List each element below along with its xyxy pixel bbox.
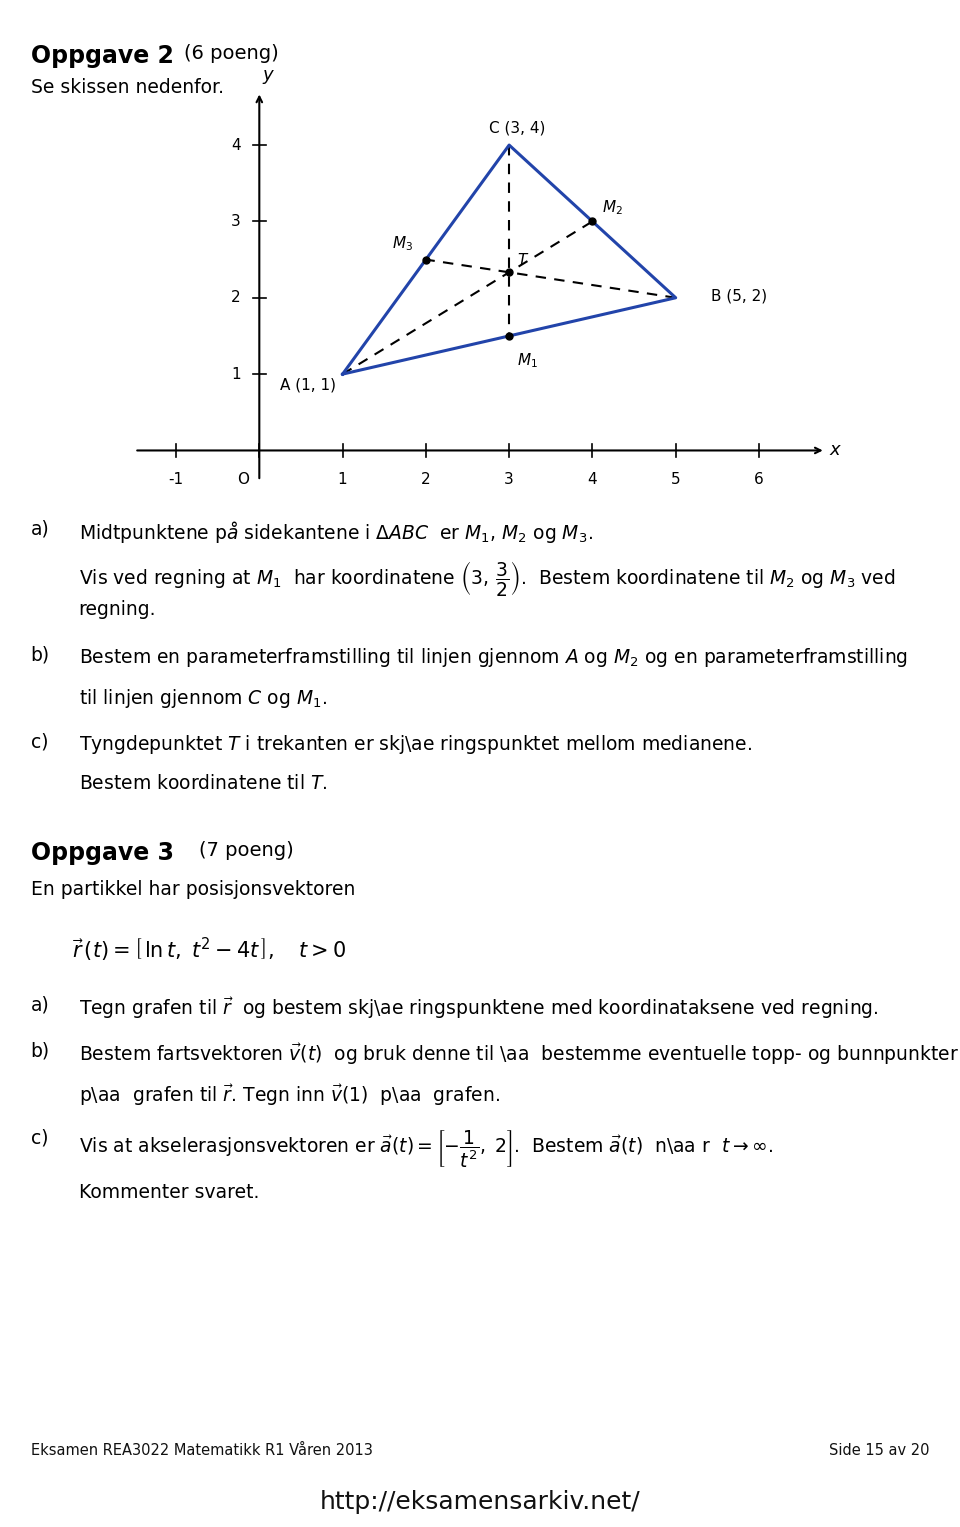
Text: Eksamen REA3022 Matematikk R1 Våren 2013: Eksamen REA3022 Matematikk R1 Våren 2013 (31, 1443, 372, 1458)
Text: 2: 2 (231, 290, 241, 305)
Text: x: x (829, 441, 840, 460)
Text: B (5, 2): B (5, 2) (710, 289, 767, 304)
Text: Bestem koordinatene til $T$.: Bestem koordinatene til $T$. (79, 774, 327, 793)
Text: Vis at akselerasjonsvektoren er $\vec{a}(t) = \left[-\dfrac{1}{t^2},\; 2\right]$: Vis at akselerasjonsvektoren er $\vec{a}… (79, 1128, 773, 1170)
Text: (6 poeng): (6 poeng) (184, 44, 279, 63)
Text: $M_1$: $M_1$ (517, 351, 539, 370)
Text: p\aa  grafen til $\vec{r}$. Tegn inn $\vec{v}(1)$  p\aa  grafen.: p\aa grafen til $\vec{r}$. Tegn inn $\ve… (79, 1083, 499, 1107)
Text: 3: 3 (231, 214, 241, 229)
Text: Bestem en parameterframstilling til linjen gjennom $A$ og $M_2$ og en parameterf: Bestem en parameterframstilling til linj… (79, 646, 908, 669)
Text: 5: 5 (671, 472, 681, 487)
Text: En partikkel har posisjonsvektoren: En partikkel har posisjonsvektoren (31, 880, 355, 898)
Text: c): c) (31, 733, 48, 751)
Text: 6: 6 (755, 472, 764, 487)
Text: Tyngdepunktet $T$ i trekanten er skj\ae ringspunktet mellom medianene.: Tyngdepunktet $T$ i trekanten er skj\ae … (79, 733, 752, 756)
Text: Side 15 av 20: Side 15 av 20 (828, 1443, 929, 1458)
Text: http://eksamensarkiv.net/: http://eksamensarkiv.net/ (320, 1490, 640, 1515)
Text: (7 poeng): (7 poeng) (199, 841, 294, 860)
Text: 3: 3 (504, 472, 514, 487)
Text: a): a) (31, 996, 50, 1014)
Text: c): c) (31, 1128, 48, 1147)
Text: O: O (237, 472, 250, 487)
Text: Kommenter svaret.: Kommenter svaret. (79, 1183, 259, 1202)
Text: Oppgave 3: Oppgave 3 (31, 841, 174, 866)
Text: a): a) (31, 519, 50, 538)
Text: Vis ved regning at $M_1$  har koordinatene $\left(3,\,\dfrac{3}{2}\right)$.  Bes: Vis ved regning at $M_1$ har koordinaten… (79, 559, 896, 599)
Text: 2: 2 (421, 472, 431, 487)
Text: Tegn grafen til $\vec{r}$  og bestem skj\ae ringspunktene med koordinataksene ve: Tegn grafen til $\vec{r}$ og bestem skj\… (79, 996, 878, 1020)
Text: $\vec{r}\,(t) = \left[\,\ln t,\; t^2 - 4t\,\right], \quad t > 0$: $\vec{r}\,(t) = \left[\,\ln t,\; t^2 - 4… (72, 936, 347, 964)
Text: C (3, 4): C (3, 4) (490, 121, 545, 134)
Text: $M_2$: $M_2$ (603, 199, 623, 217)
Text: 4: 4 (588, 472, 597, 487)
Text: T: T (517, 253, 527, 267)
Text: 1: 1 (338, 472, 348, 487)
Text: b): b) (31, 646, 50, 664)
Text: -1: -1 (168, 472, 183, 487)
Text: Bestem fartsvektoren $\vec{v}(t)$  og bruk denne til \aa  bestemme eventuelle to: Bestem fartsvektoren $\vec{v}(t)$ og bru… (79, 1041, 959, 1066)
Text: b): b) (31, 1041, 50, 1060)
Text: Midtpunktene p$\aa$ sidekantene i $\Delta ABC$  er $M_1$, $M_2$ og $M_3$.: Midtpunktene p$\aa$ sidekantene i $\Delt… (79, 519, 592, 545)
Text: y: y (262, 66, 273, 84)
Text: 4: 4 (231, 137, 241, 153)
Text: til linjen gjennom $C$ og $M_1$.: til linjen gjennom $C$ og $M_1$. (79, 687, 326, 710)
Text: 1: 1 (231, 366, 241, 382)
Text: regning.: regning. (79, 600, 156, 618)
Text: Se skissen nedenfor.: Se skissen nedenfor. (31, 78, 224, 96)
Text: $M_3$: $M_3$ (393, 235, 414, 253)
Text: Oppgave 2: Oppgave 2 (31, 44, 174, 69)
Text: A (1, 1): A (1, 1) (280, 377, 336, 392)
